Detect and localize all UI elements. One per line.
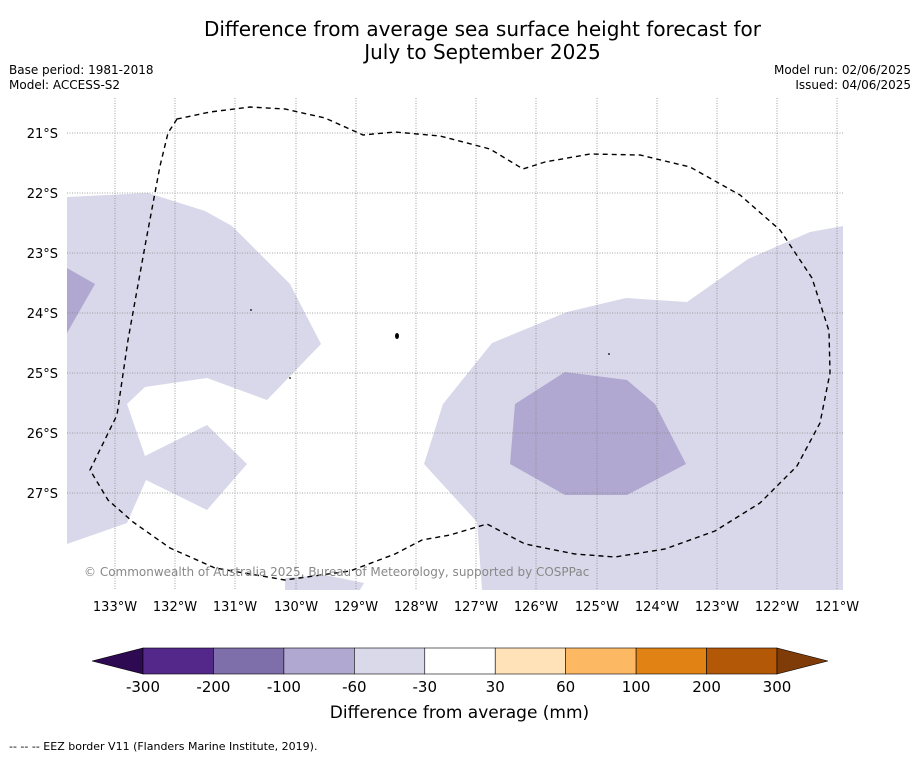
colorbar-tick-label: -60: [342, 678, 367, 696]
model-run: Model run: 02/06/2025: [773, 63, 911, 77]
latitude-labels: 21°S 22°S 23°S 24°S 25°S 26°S 27°S: [27, 127, 58, 502]
colorbar-tick-label: 300: [763, 678, 792, 696]
anomaly-core-west: [67, 268, 95, 333]
anomaly-region-south: [285, 575, 364, 590]
lat-label: 22°S: [27, 187, 58, 202]
copyright-notice: © Commonwealth of Australia 2025, Bureau…: [84, 565, 590, 579]
lat-label: 24°S: [27, 307, 58, 322]
title-line-2: July to September 2025: [364, 40, 601, 64]
anomaly-core-east: [510, 372, 686, 495]
colorbar-tick-label: -300: [126, 678, 160, 696]
colorbar-tick-label: -100: [267, 678, 301, 696]
colorbar-tick-label: -30: [413, 678, 438, 696]
colorbar-tick-label: 200: [692, 678, 721, 696]
meta-left: Base period: 1981-2018 Model: ACCESS-S2: [9, 63, 154, 93]
colorbar-bin: [635, 647, 707, 675]
lon-label: 126°W: [514, 600, 558, 615]
lon-label: 125°W: [575, 600, 619, 615]
shading-medium: [67, 268, 686, 495]
island: [250, 309, 252, 311]
longitude-labels: 133°W 132°W 131°W 130°W 129°W 128°W 127°…: [93, 600, 859, 615]
grid: [67, 98, 843, 590]
model-name: Model: ACCESS-S2: [9, 78, 121, 92]
base-period: Base period: 1981-2018: [9, 63, 154, 77]
colorbar-bin: [354, 647, 426, 675]
island: [395, 333, 399, 339]
colorbar-tick-label: 60: [556, 678, 575, 696]
title-line-1: Difference from average sea surface heig…: [203, 17, 762, 41]
eez-footnote: -- -- -- EEZ border V11 (Flanders Marine…: [9, 740, 318, 753]
colorbar-bin: [706, 647, 778, 675]
colorbar-tick-label: 30: [486, 678, 505, 696]
lat-label: 21°S: [27, 127, 58, 142]
lon-label: 130°W: [274, 600, 318, 615]
map-title: Difference from average sea surface heig…: [0, 18, 919, 64]
lon-label: 123°W: [695, 600, 739, 615]
lat-label: 26°S: [27, 427, 58, 442]
colorbar-bin: [565, 647, 637, 675]
issued-date: Issued: 04/06/2025: [795, 78, 911, 92]
lon-label: 127°W: [454, 600, 498, 615]
lon-label: 132°W: [153, 600, 197, 615]
colorbar-bin: [494, 647, 566, 675]
colorbar-tick-label: 100: [622, 678, 651, 696]
lon-label: 131°W: [213, 600, 257, 615]
colorbar-extend-max: [776, 647, 829, 675]
lat-label: 25°S: [27, 367, 58, 382]
colorbar-bin: [283, 647, 355, 675]
lon-label: 124°W: [635, 600, 679, 615]
lon-label: 133°W: [93, 600, 137, 615]
colorbar-bin: [213, 647, 285, 675]
islands: [250, 309, 610, 379]
shading-light: [67, 193, 843, 590]
colorbar-title: Difference from average (mm): [329, 703, 590, 723]
island: [608, 353, 610, 355]
eez-border: [89, 106, 831, 581]
meta-right: Model run: 02/06/2025 Issued: 04/06/2025: [774, 63, 911, 93]
island: [289, 377, 291, 379]
lon-label: 121°W: [815, 600, 859, 615]
colorbar-bin: [142, 647, 214, 675]
lon-label: 129°W: [334, 600, 378, 615]
colorbar-tick-label: -200: [196, 678, 230, 696]
colorbar-bin: [424, 647, 496, 675]
lon-label: 122°W: [755, 600, 799, 615]
lon-label: 128°W: [394, 600, 438, 615]
lat-label: 27°S: [27, 487, 58, 502]
lat-label: 23°S: [27, 247, 58, 262]
colorbar: -300 -200 -100 -60 -30 30 60 100 200 300: [91, 647, 829, 696]
colorbar-extend-min: [91, 647, 144, 675]
anomaly-region-west: [67, 193, 321, 544]
